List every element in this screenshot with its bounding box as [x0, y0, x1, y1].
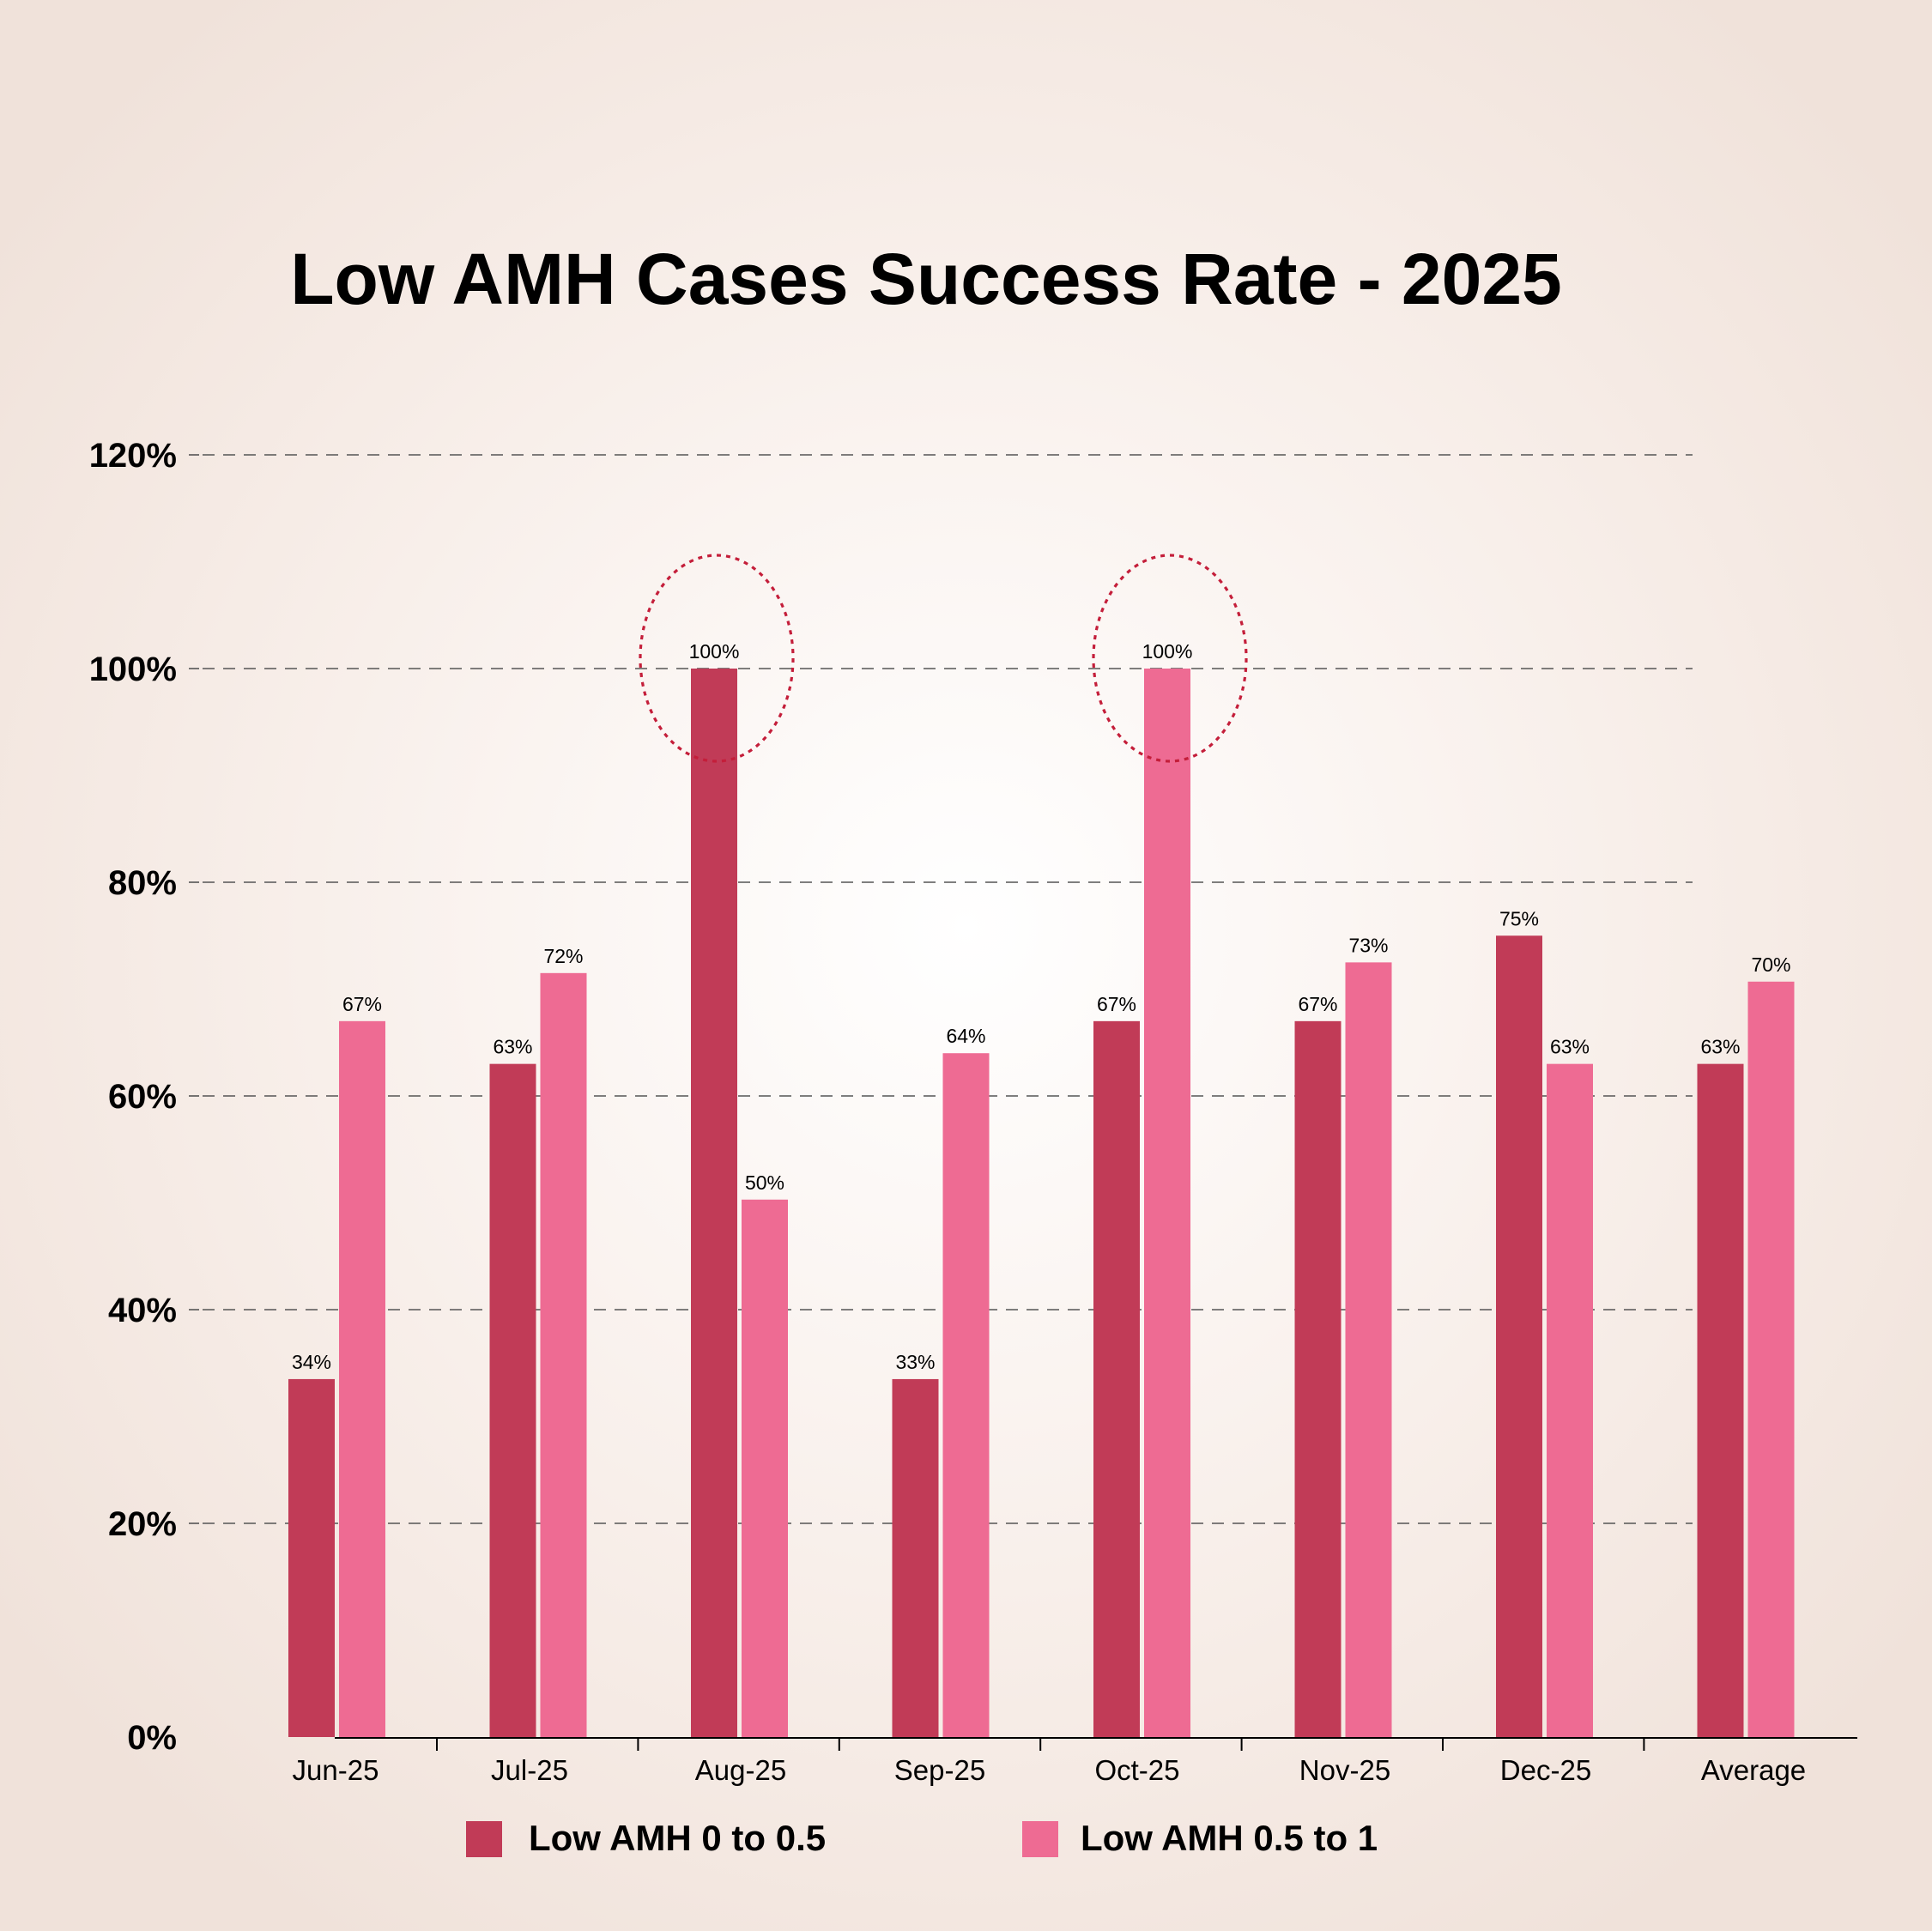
data-label: 100% [689, 640, 740, 663]
x-tick-label: Aug-25 [695, 1754, 786, 1786]
legend-label: Low AMH 0 to 0.5 [529, 1818, 826, 1858]
legend-label: Low AMH 0.5 to 1 [1081, 1818, 1378, 1858]
data-labels: 34% 63% 100% 33% 67% 67% 75% 63% 67% 72% 50% 64% 100… [292, 640, 1791, 1373]
data-label: 64% [946, 1025, 985, 1047]
bar-nov-25-series-2 [1345, 962, 1392, 1737]
data-label: 67% [1097, 993, 1136, 1015]
data-label: 33% [895, 1351, 935, 1373]
highlight-ellipse [1092, 554, 1248, 763]
bar-aug-25-series-1 [691, 669, 737, 1737]
bar-nov-25-series-1 [1294, 1020, 1341, 1737]
bar-sep-25-series-2 [942, 1053, 990, 1737]
data-label: 73% [1348, 934, 1388, 956]
y-axis-ticks: 0% 20% 40% 60% 80% 100% 120% [89, 437, 177, 1757]
data-label: 75% [1499, 907, 1539, 929]
y-tick-label: 20% [108, 1505, 177, 1543]
bar-sep-25-series-1 [892, 1378, 939, 1737]
x-axis: Jun-25 Jul-25 Aug-25 Sep-25 Oct-25 Nov-25 Dec-… [293, 1737, 1857, 1786]
bar-average-series-2 [1747, 981, 1795, 1737]
bar-dec-25-series-2 [1547, 1063, 1593, 1737]
bar-oct-25-series-2 [1144, 669, 1190, 1737]
y-tick-label: 100% [89, 651, 177, 688]
y-tick-label: 0% [127, 1719, 177, 1757]
bar-jul-25-series-1 [489, 1063, 536, 1737]
x-tick-label: Dec-25 [1500, 1754, 1591, 1786]
gridlines [189, 454, 1693, 1524]
x-tick-label: Oct-25 [1094, 1754, 1179, 1786]
y-tick-label: 80% [108, 864, 177, 902]
x-tick-label: Jun-25 [293, 1754, 379, 1786]
data-label: 72% [543, 945, 583, 967]
highlights [639, 554, 1248, 763]
data-label: 63% [493, 1036, 532, 1058]
bar-dec-25-series-1 [1496, 935, 1542, 1737]
legend-swatch [466, 1821, 502, 1857]
y-tick-label: 60% [108, 1078, 177, 1116]
bar-oct-25-series-1 [1093, 1020, 1140, 1737]
data-label: 100% [1142, 640, 1193, 663]
data-label: 63% [1550, 1036, 1590, 1058]
data-label: 63% [1700, 1036, 1740, 1058]
chart-title: Low AMH Cases Success Rate - 2025 [290, 239, 1562, 319]
bar-jul-25-series-2 [540, 972, 587, 1737]
bar-average-series-1 [1697, 1063, 1744, 1737]
x-tick-label: Nov-25 [1299, 1754, 1390, 1786]
data-label: 50% [745, 1171, 784, 1194]
bars [288, 669, 1795, 1737]
highlight-ellipse [639, 554, 795, 763]
x-tick-label: Sep-25 [894, 1754, 985, 1786]
data-label: 34% [292, 1351, 331, 1373]
bar-jun-25-series-1 [288, 1378, 335, 1737]
y-tick-label: 120% [89, 437, 177, 475]
data-label: 67% [342, 993, 382, 1015]
x-tick-label: Jul-25 [491, 1754, 568, 1786]
x-tick-label: Average [1701, 1754, 1806, 1786]
data-label: 70% [1751, 953, 1790, 976]
legend-swatch [1022, 1821, 1058, 1857]
y-tick-label: 40% [108, 1292, 177, 1329]
bar-aug-25-series-2 [742, 1199, 788, 1737]
legend: Low AMH 0 to 0.5 Low AMH 0.5 to 1 [466, 1818, 1378, 1858]
bar-jun-25-series-2 [339, 1020, 385, 1737]
data-label: 67% [1298, 993, 1337, 1015]
